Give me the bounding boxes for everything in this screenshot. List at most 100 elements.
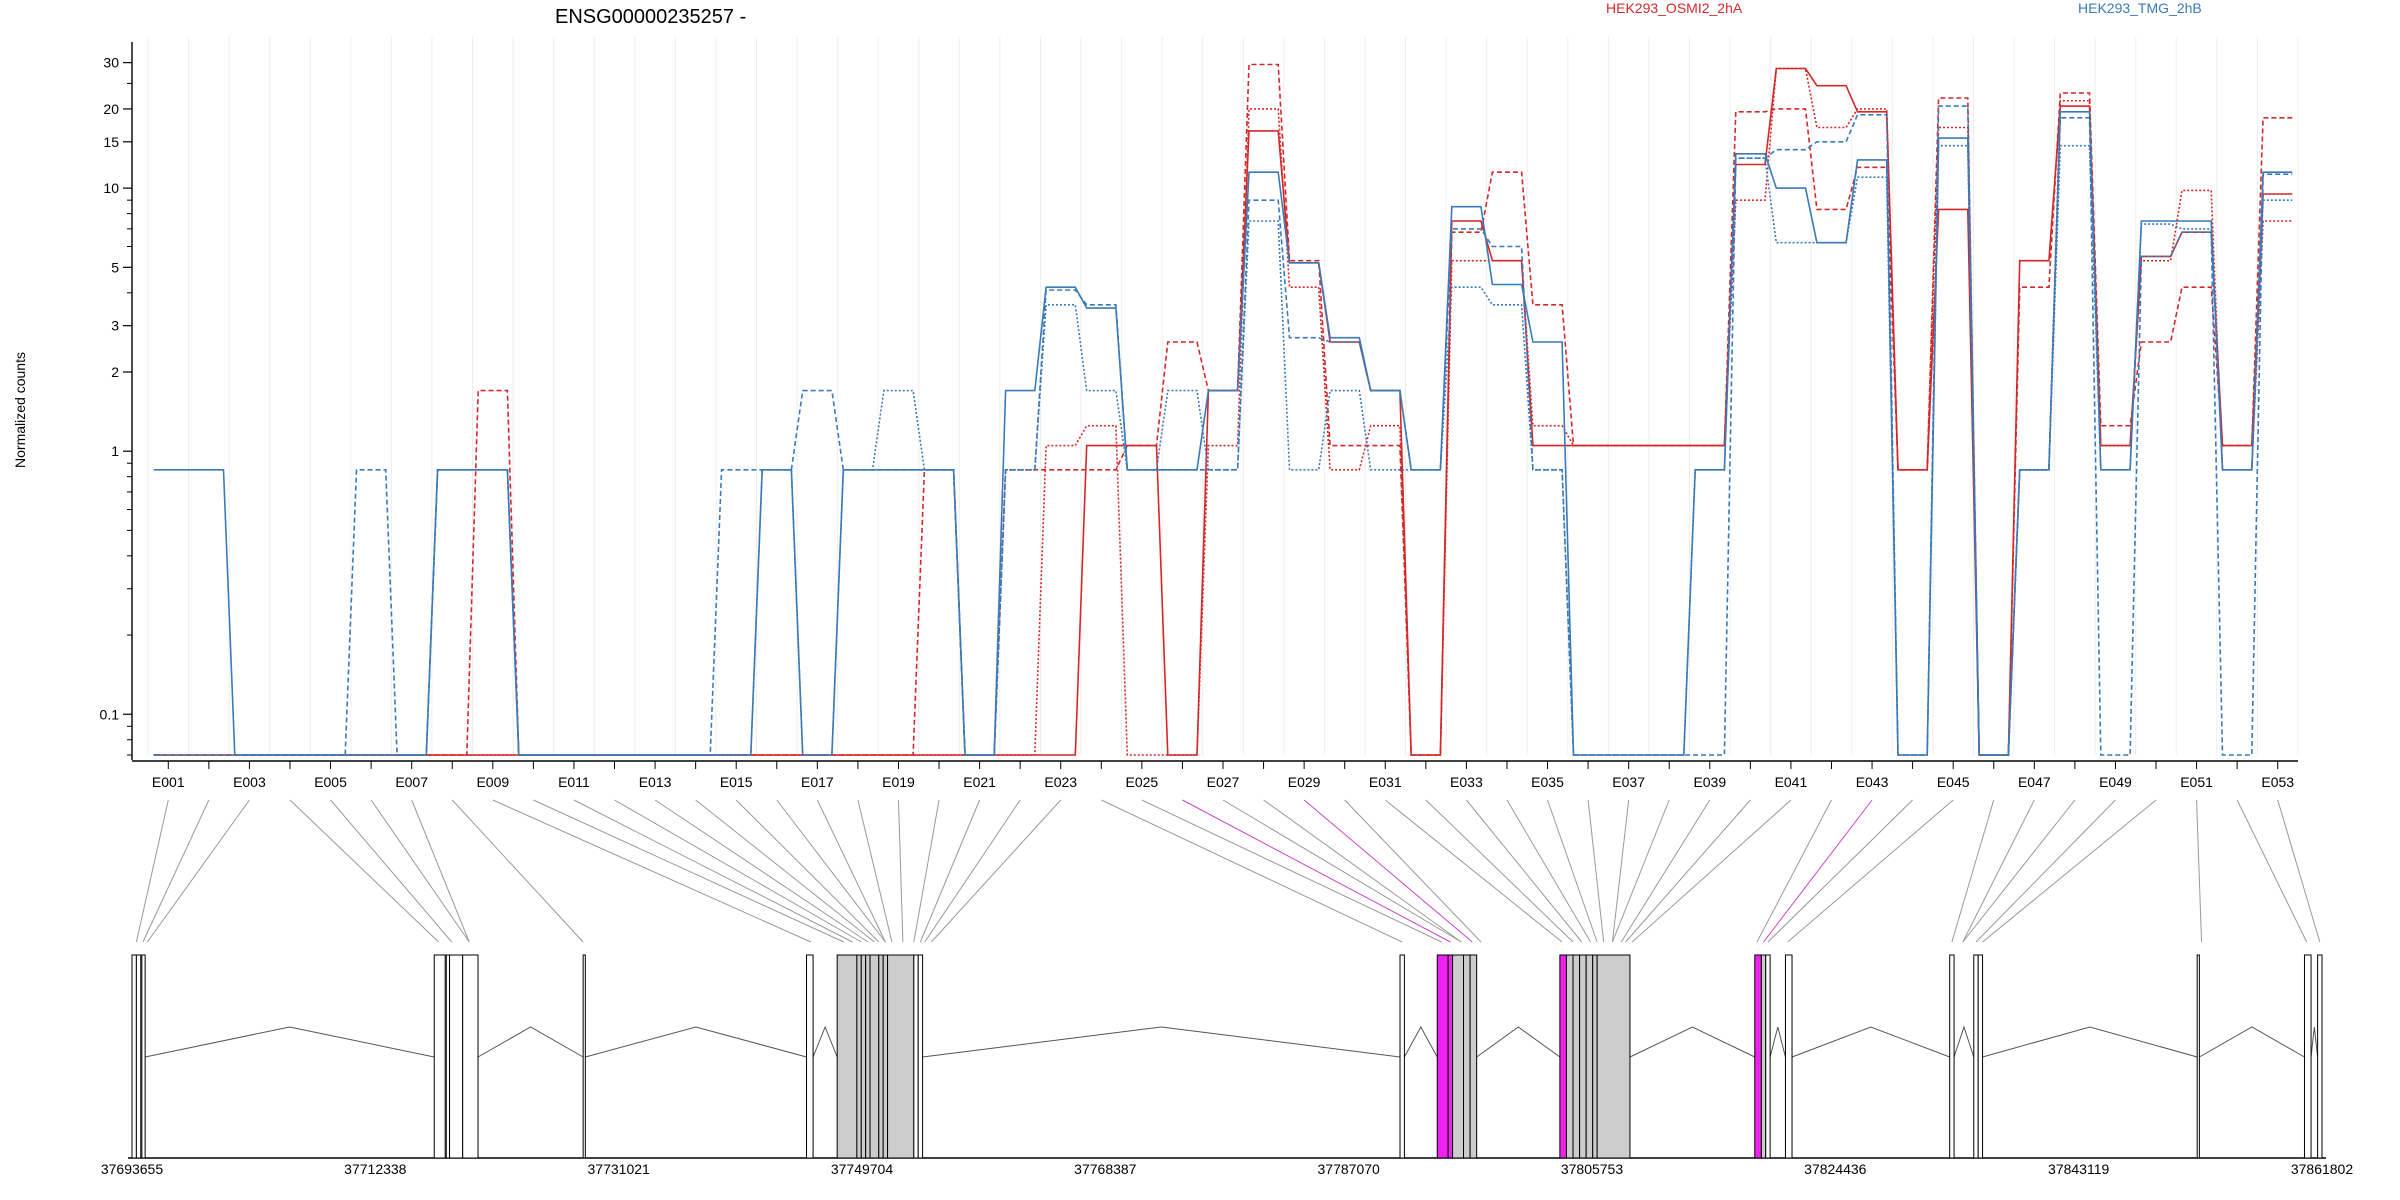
genomic-tick-label: 37787070 (1318, 1161, 1381, 1177)
exon-block (1436, 954, 1449, 1159)
exon-block (1596, 954, 1631, 1159)
exon-block (131, 954, 137, 1159)
exon-connector-lines (135, 799, 2321, 943)
exon-block (1977, 954, 1984, 1159)
series-line-6 (153, 144, 2293, 756)
series-lines (153, 63, 2293, 756)
x-tick-label: E027 (1207, 774, 1240, 790)
exon-connector (776, 799, 886, 943)
exon-connector (1141, 799, 1442, 943)
x-tick-label: E047 (2018, 774, 2051, 790)
exon-block (1452, 954, 1465, 1159)
x-tick-label: E015 (720, 774, 753, 790)
exon-connector (654, 799, 869, 943)
x-tick-label: E025 (1126, 774, 1159, 790)
exon-block (135, 954, 142, 1159)
intron-line (1791, 1026, 1950, 1058)
exon-block (869, 954, 880, 1159)
exon-block (1559, 954, 1567, 1159)
exon-block (1585, 954, 1594, 1159)
x-tick-label: E003 (233, 774, 266, 790)
exon-connector (897, 799, 904, 943)
exon-connector (1303, 799, 1473, 943)
intron-line (1769, 1026, 1786, 1058)
exon-connector (2196, 799, 2203, 943)
exon-block (913, 954, 919, 1159)
exon-block (1760, 954, 1767, 1159)
exon-connector (1756, 799, 1832, 943)
exon-connector (1587, 799, 1605, 943)
exon-connector (1222, 799, 1462, 943)
exon-connector (1425, 799, 1574, 943)
exon-connector (614, 799, 862, 943)
exon-block (917, 954, 924, 1159)
chart-title: ENSG00000235257 - (555, 6, 746, 28)
genomic-tick-label: 37843119 (2048, 1161, 2109, 1177)
exon-connector (1611, 799, 1630, 943)
exon-connector (411, 799, 470, 943)
exon-connector (289, 799, 439, 943)
y-tick-label: 20 (103, 101, 119, 117)
exon-connector (1982, 799, 2157, 943)
exon-connector (930, 799, 1062, 943)
intron-line (812, 1025, 838, 1058)
intron-line (2310, 1026, 2319, 1058)
x-tick-label: E023 (1044, 774, 1077, 790)
genomic-tick-label: 37861802 (2291, 1161, 2354, 1177)
exon-connector (1951, 799, 1995, 943)
exon-block (1973, 954, 1979, 1159)
x-tick-label: E019 (882, 774, 915, 790)
intron-line (585, 1026, 807, 1058)
plot-axes: 0.1 1 2 3 5 10 15 20 30 E001 E003 E005 E007 E009 E011 E… (100, 42, 2298, 790)
exon-block (462, 954, 479, 1159)
exon-block (1469, 954, 1478, 1159)
intron-line (1982, 1026, 2198, 1058)
y-tick-label: 5 (111, 259, 119, 275)
exon-connector (1344, 799, 1482, 943)
exon-connector (1384, 799, 1563, 943)
exon-connector (142, 799, 210, 943)
x-tick-label: E021 (963, 774, 996, 790)
x-tick-label: E045 (1937, 774, 1970, 790)
x-tick-label: E029 (1288, 774, 1321, 790)
x-tick-label: E009 (476, 774, 509, 790)
exon-connector (735, 799, 880, 943)
exon-connector (2236, 799, 2308, 943)
y-axis-label: Normalized counts (12, 352, 28, 468)
x-tick-label: E039 (1693, 774, 1726, 790)
genomic-tick-label: 37768387 (1074, 1161, 1137, 1177)
exon-block (2317, 954, 2323, 1159)
x-tick-label: E013 (639, 774, 672, 790)
exon-connector (1263, 799, 1462, 943)
intron-line (2199, 1026, 2305, 1058)
exon-connector (1763, 799, 1873, 943)
exon-block (449, 954, 464, 1159)
exon-connector (1625, 799, 1751, 943)
x-tick-label: E007 (395, 774, 428, 790)
intron-line (1629, 1026, 1756, 1058)
exon-connector (913, 799, 940, 943)
exon-connector (492, 799, 812, 943)
genomic-tick-label: 37693655 (101, 1161, 164, 1177)
y-tick-label: 30 (103, 55, 119, 71)
exon-connector (146, 799, 250, 943)
exon-connector (1547, 799, 1598, 943)
x-tick-label: E031 (1369, 774, 1402, 790)
exon-block (1784, 954, 1793, 1159)
intron-line (1953, 1025, 1975, 1058)
exon-connector (857, 799, 893, 943)
exon-block (1754, 954, 1762, 1159)
exon-connector (1611, 799, 1670, 943)
y-tick-label: 2 (111, 364, 119, 380)
exon-block (860, 954, 867, 1159)
intron-line (1476, 1026, 1561, 1058)
exon-connector (1620, 799, 1711, 943)
intron-line (1403, 1025, 1438, 1058)
genomic-tick-label: 37712338 (344, 1161, 407, 1177)
exon-connector (1767, 799, 1913, 943)
exon-connector (1962, 799, 2035, 943)
exon-connector (695, 799, 875, 943)
exon-connector (1466, 799, 1583, 943)
y-tick-label: 10 (103, 180, 119, 196)
exon-connector (135, 799, 169, 943)
